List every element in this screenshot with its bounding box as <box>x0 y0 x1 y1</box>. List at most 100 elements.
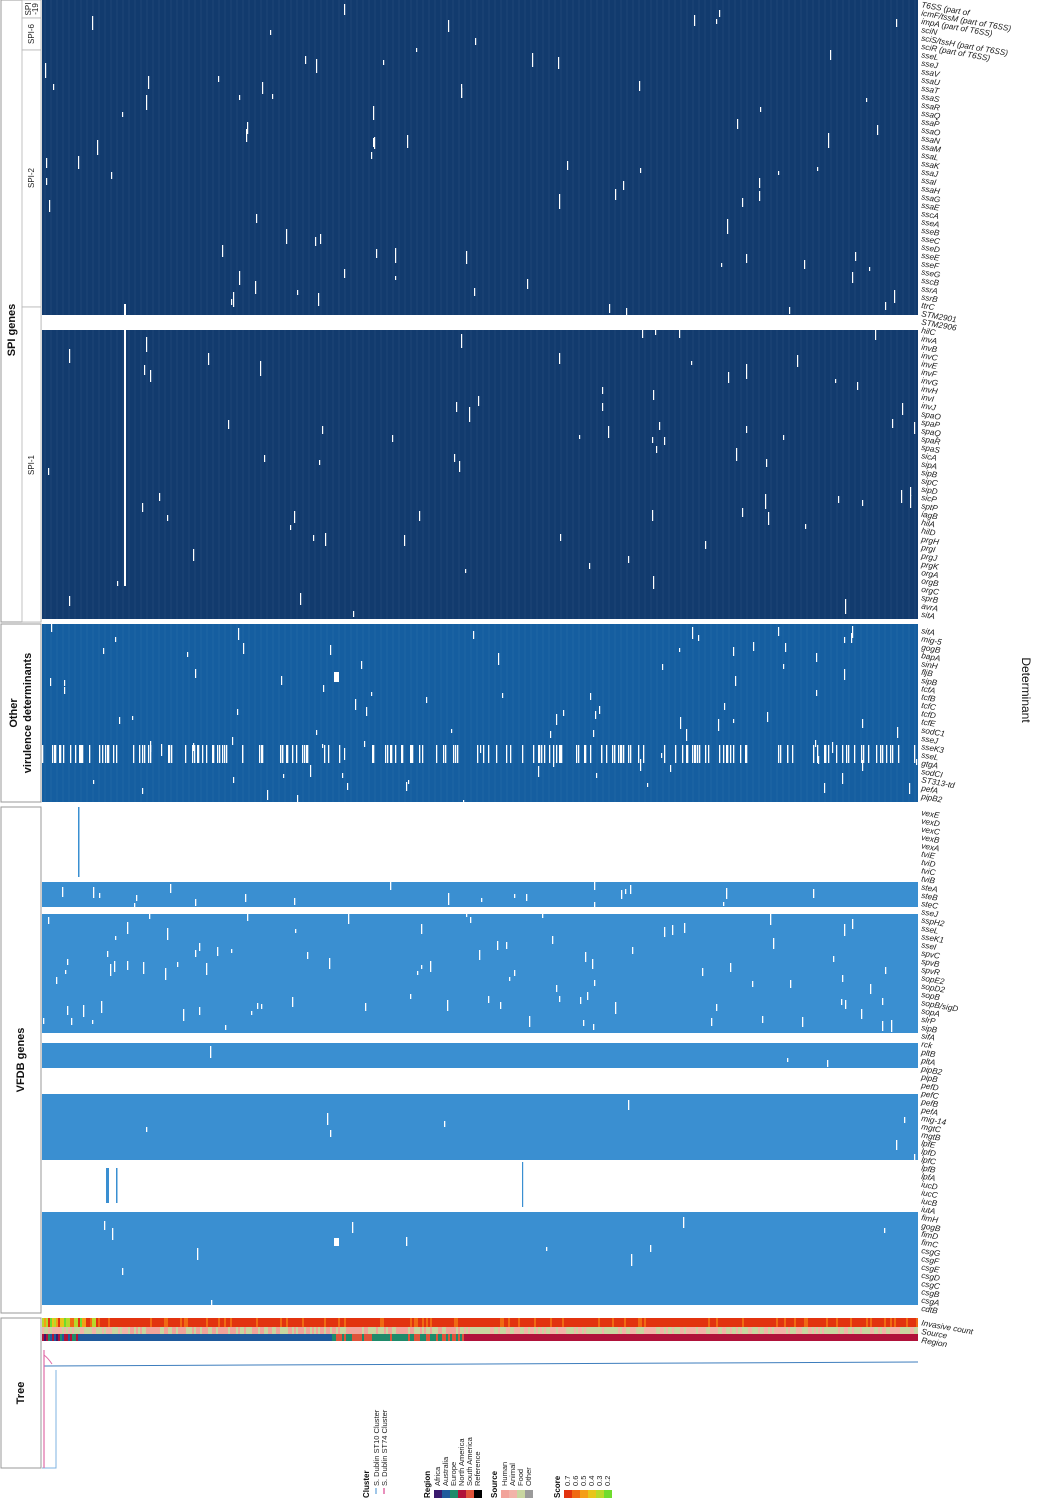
absence-mark <box>854 745 856 763</box>
source-cell <box>724 1327 726 1334</box>
region-cell <box>310 1334 312 1341</box>
source-cell <box>78 1327 80 1334</box>
region-cell <box>92 1334 94 1341</box>
source-cell <box>876 1327 878 1334</box>
invasive-count-cell <box>110 1318 112 1327</box>
gene-label: sptP <box>921 501 939 513</box>
region-cell <box>148 1334 150 1341</box>
invasive-count-cell <box>292 1318 294 1327</box>
absence-mark <box>167 928 169 940</box>
region-cell <box>432 1334 434 1341</box>
region-cell <box>364 1334 366 1341</box>
source-cell <box>354 1327 356 1334</box>
source-cell <box>606 1327 608 1334</box>
source-cell <box>406 1327 408 1334</box>
absence-mark <box>419 511 421 521</box>
source-cell <box>858 1327 860 1334</box>
region-cell <box>866 1334 868 1341</box>
gene-label: spaR <box>921 435 941 447</box>
invasive-count-cell <box>216 1318 218 1327</box>
absence-mark <box>475 38 477 45</box>
absence-mark <box>787 1058 789 1062</box>
absence-mark <box>897 727 899 738</box>
absence-mark <box>500 1002 502 1009</box>
gene-label: mig-5 <box>921 635 943 647</box>
source-cell <box>460 1327 462 1334</box>
invasive-count-cell <box>744 1318 746 1327</box>
invasive-count-cell <box>486 1318 488 1327</box>
region-cell <box>570 1334 572 1341</box>
region-cell <box>822 1334 824 1341</box>
region-cell <box>270 1334 272 1341</box>
region-cell <box>56 1334 58 1341</box>
invasive-count-cell <box>882 1318 884 1327</box>
source-cell <box>588 1327 590 1334</box>
gene-label: sseE <box>921 251 941 263</box>
source-cell <box>916 1327 918 1334</box>
absence-mark <box>623 745 625 763</box>
region-cell <box>256 1334 258 1341</box>
region-cell <box>284 1334 286 1341</box>
invasive-count-cell <box>558 1318 560 1327</box>
region-cell <box>350 1334 352 1341</box>
region-cell <box>240 1334 242 1341</box>
source-cell <box>506 1327 508 1334</box>
invasive-count-cell <box>226 1318 228 1327</box>
region-cell <box>152 1334 154 1341</box>
absence-mark <box>869 267 871 271</box>
source-cell <box>478 1327 480 1334</box>
absence-mark <box>559 745 561 763</box>
invasive-count-cell <box>502 1318 504 1327</box>
region-cell <box>280 1334 282 1341</box>
absence-mark <box>830 50 832 60</box>
source-cell <box>708 1327 710 1334</box>
gene-label: ssrA <box>921 284 939 296</box>
absence-mark <box>844 924 846 936</box>
region-cell <box>116 1334 118 1341</box>
invasive-count-cell <box>56 1318 58 1327</box>
legends: Cluster S. Dublin ST10 Cluster S. Dublin S… <box>362 1409 612 1498</box>
source-legend-label: Human <box>500 1462 509 1486</box>
invasive-count-cell <box>438 1318 440 1327</box>
region-cell <box>542 1334 544 1341</box>
absence-mark <box>614 745 616 763</box>
absence-mark <box>64 680 66 686</box>
region-cell <box>710 1334 712 1341</box>
source-cell <box>444 1327 446 1334</box>
source-cell <box>462 1327 464 1334</box>
absence-mark <box>892 419 894 428</box>
invasive-count-cell <box>406 1318 408 1327</box>
gene-label: ssaJ <box>921 167 940 179</box>
absence-mark <box>307 745 309 763</box>
region-cell <box>326 1334 328 1341</box>
source-cell <box>398 1327 400 1334</box>
invasive-count-cell <box>184 1318 186 1327</box>
invasive-count-cell <box>228 1318 230 1327</box>
absence-mark <box>217 745 219 763</box>
region-cell <box>538 1334 540 1341</box>
absence-mark <box>233 292 235 307</box>
absence-mark <box>621 745 623 763</box>
absence-mark <box>705 541 707 549</box>
invasive-count-cell <box>864 1318 866 1327</box>
invasive-count-cell <box>348 1318 350 1327</box>
invasive-count-cell <box>46 1318 48 1327</box>
invasive-count-cell <box>446 1318 448 1327</box>
region-cell <box>194 1334 196 1341</box>
source-cell <box>508 1327 510 1334</box>
source-cell <box>246 1327 248 1334</box>
invasive-count-cell <box>338 1318 340 1327</box>
gene-label: tcfE <box>921 717 937 728</box>
region-cell <box>122 1334 124 1341</box>
tree-group: Tree <box>0 1317 42 1469</box>
invasive-count-cell <box>92 1318 94 1327</box>
gene-label: csgB <box>921 1287 941 1299</box>
source-cell <box>194 1327 196 1334</box>
invasive-count-cell <box>630 1318 632 1327</box>
gene-label: tviC <box>921 866 937 877</box>
region-cell <box>846 1334 848 1341</box>
absence-mark <box>52 745 54 763</box>
region-cell <box>910 1334 912 1341</box>
invasive-count-cell <box>236 1318 238 1327</box>
invasive-count-cell <box>806 1318 808 1327</box>
